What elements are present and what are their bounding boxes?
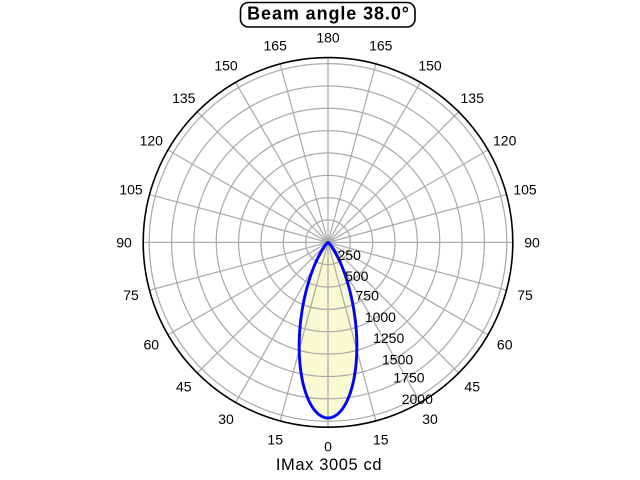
svg-text:165: 165 [369, 37, 393, 53]
svg-text:500: 500 [345, 268, 369, 284]
svg-text:1250: 1250 [373, 330, 404, 346]
svg-text:120: 120 [493, 132, 517, 148]
svg-text:150: 150 [214, 58, 238, 74]
svg-text:60: 60 [144, 336, 160, 352]
svg-text:90: 90 [116, 234, 132, 250]
svg-text:15: 15 [373, 431, 389, 447]
svg-text:105: 105 [513, 182, 537, 198]
svg-text:45: 45 [176, 379, 192, 395]
svg-text:1750: 1750 [393, 370, 424, 386]
svg-text:1000: 1000 [365, 309, 396, 325]
svg-text:45: 45 [464, 379, 480, 395]
svg-text:135: 135 [172, 90, 196, 106]
svg-text:75: 75 [517, 287, 533, 303]
svg-text:30: 30 [422, 411, 438, 427]
svg-text:135: 135 [461, 90, 485, 106]
svg-text:180: 180 [316, 29, 340, 45]
svg-text:15: 15 [267, 431, 283, 447]
svg-text:120: 120 [140, 132, 164, 148]
svg-text:0: 0 [324, 438, 332, 454]
svg-text:750: 750 [356, 288, 380, 304]
svg-text:75: 75 [123, 287, 139, 303]
svg-text:IMax 3005 cd: IMax 3005 cd [276, 456, 382, 474]
svg-text:105: 105 [119, 182, 143, 198]
svg-text:165: 165 [264, 37, 288, 53]
svg-text:90: 90 [524, 234, 540, 250]
svg-text:Beam angle 38.0°: Beam angle 38.0° [247, 4, 410, 24]
svg-text:1500: 1500 [382, 351, 413, 367]
svg-text:30: 30 [218, 411, 234, 427]
svg-text:150: 150 [418, 58, 442, 74]
svg-text:60: 60 [497, 336, 513, 352]
svg-text:2000: 2000 [402, 391, 433, 407]
svg-text:250: 250 [338, 247, 362, 263]
